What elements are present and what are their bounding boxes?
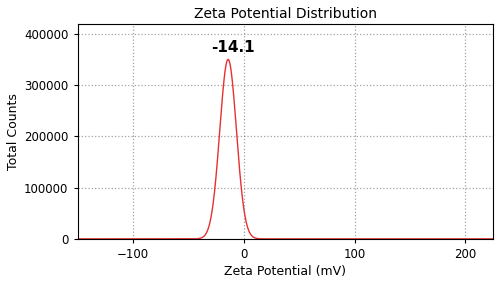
Text: -14.1: -14.1 <box>211 40 254 55</box>
Y-axis label: Total Counts: Total Counts <box>7 93 20 170</box>
Title: Zeta Potential Distribution: Zeta Potential Distribution <box>194 7 377 21</box>
X-axis label: Zeta Potential (mV): Zeta Potential (mV) <box>224 265 346 278</box>
